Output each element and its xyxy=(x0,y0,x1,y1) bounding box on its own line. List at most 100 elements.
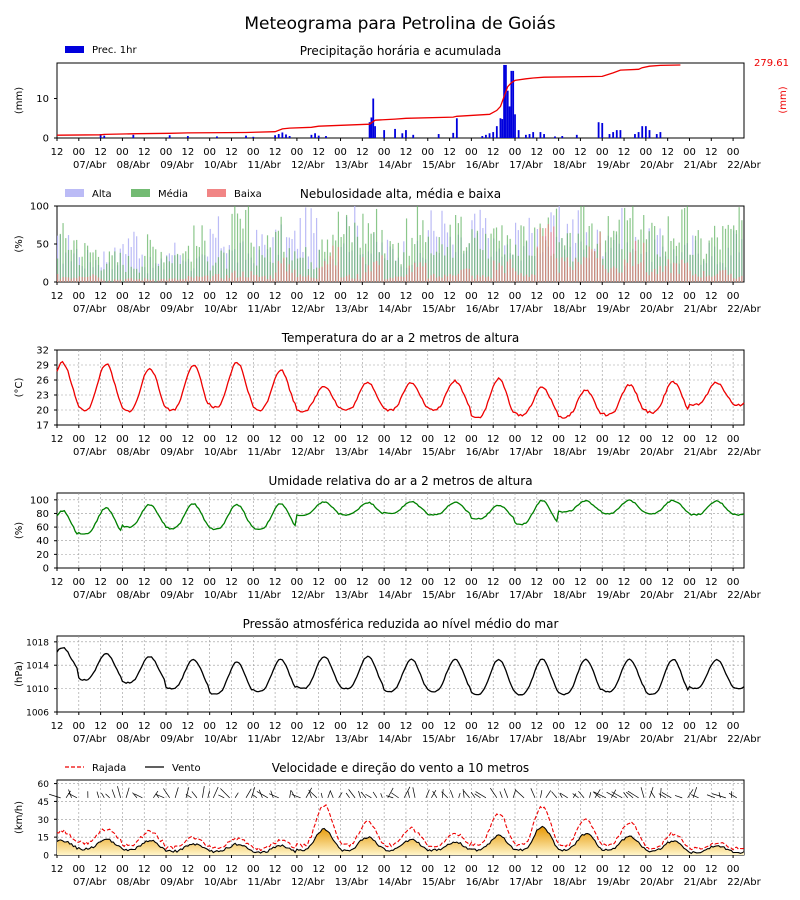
cloud-bar-baixa xyxy=(163,278,165,282)
cloud-bar-baixa xyxy=(65,277,67,282)
cloud-bar-media xyxy=(305,247,307,282)
wind-arrow xyxy=(245,788,252,799)
precip-bar-48 xyxy=(543,134,545,138)
cloud-bar-baixa xyxy=(280,263,282,282)
x-tick-label-4-31: 00 xyxy=(727,721,740,732)
x-tick-label-1-14: 12 xyxy=(356,291,369,302)
precip-bar-60 xyxy=(641,126,644,138)
wind-arrow xyxy=(330,790,334,798)
cloud-bar-media xyxy=(266,235,269,282)
cloud-bar-alta xyxy=(299,218,301,282)
cloud-bar-baixa xyxy=(435,277,438,282)
cloud-bar-alta xyxy=(256,229,258,282)
precip-bar-14 xyxy=(314,133,316,138)
cloud-bar-baixa xyxy=(130,278,132,282)
wind-fill-area xyxy=(57,826,744,855)
cloud-bar-baixa xyxy=(463,269,465,282)
cloud-bar-baixa xyxy=(583,256,585,282)
x-tick-label-3-8: 12 xyxy=(225,577,238,588)
cloud-bar-baixa xyxy=(645,272,648,282)
cloud-bar-baixa xyxy=(67,277,70,282)
precip-bar-51 xyxy=(575,134,578,138)
temperature-line xyxy=(56,360,745,419)
x-tick-label-1-25: 00 xyxy=(596,291,609,302)
x-tick-label-4-28: 12 xyxy=(661,721,674,732)
cloud-bar-media xyxy=(452,257,454,282)
x-tick-label-2-28: 12 xyxy=(661,434,674,445)
x-tick-label-1-2: 12 xyxy=(94,291,107,302)
x-tick-label-1-17: 00 xyxy=(421,291,434,302)
wind-arrow xyxy=(48,793,61,799)
wind-arrow xyxy=(380,793,383,798)
cloud-bar-baixa xyxy=(542,236,544,282)
x-date-label-3-10: 17/Abr xyxy=(509,590,543,601)
cloud-bar-baixa xyxy=(681,259,683,282)
x-date-label-2-12: 19/Abr xyxy=(596,447,630,458)
precip-bar-41 xyxy=(512,70,515,138)
cloud-bar-media xyxy=(356,236,359,282)
x-tick-label-2-27: 00 xyxy=(639,434,652,445)
x-tick-label-1-4: 12 xyxy=(138,291,151,302)
cloud-bar-media xyxy=(76,239,78,282)
x-tick-label-3-13: 00 xyxy=(334,577,347,588)
x-tick-label-4-5: 00 xyxy=(160,721,173,732)
cloud-bar-alta xyxy=(130,247,132,282)
x-date-label-5-8: 15/Abr xyxy=(422,877,456,888)
cloud-bar-baixa xyxy=(261,276,263,282)
wind-arrow xyxy=(117,786,121,798)
cloud-bar-media xyxy=(354,222,356,282)
cloud-bar-media xyxy=(449,224,451,282)
x-tick-label-4-19: 00 xyxy=(465,721,478,732)
cloud-bar-baixa xyxy=(411,272,413,282)
cloud-bar-media xyxy=(223,252,225,282)
wind-arrow xyxy=(125,787,130,798)
x-tick-label-2-0: 12 xyxy=(51,434,64,445)
x-tick-label-4-18: 12 xyxy=(443,721,456,732)
cloud-bar-alta xyxy=(528,217,530,282)
cloud-bar-media xyxy=(367,223,369,282)
cloud-bar-baixa xyxy=(362,257,364,282)
cloud-bar-media xyxy=(57,258,59,282)
cloud-bar-media xyxy=(384,253,386,282)
x-tick-label-2-25: 00 xyxy=(596,434,609,445)
x-tick-label-0-18: 12 xyxy=(443,147,456,158)
cloud-bar-media xyxy=(703,258,705,282)
x-date-label-1-11: 18/Abr xyxy=(553,304,587,315)
y-tick-label-5-0: 0 xyxy=(43,852,49,862)
cloud-bar-media xyxy=(176,253,179,282)
cloud-bar-baixa xyxy=(291,272,293,282)
wind-arrow xyxy=(450,790,454,798)
cloud-bar-media xyxy=(204,240,206,282)
cloud-bar-baixa xyxy=(354,278,356,282)
wind-arrow xyxy=(220,788,230,799)
cloud-bar-baixa xyxy=(168,278,170,282)
x-date-label-3-2: 09/Abr xyxy=(160,590,194,601)
x-tick-label-4-29: 00 xyxy=(683,721,696,732)
precip-bar-6 xyxy=(245,135,247,138)
cloud-bar-media xyxy=(321,239,323,282)
cloud-bar-media xyxy=(348,226,350,282)
cloud-bar-media xyxy=(119,252,121,282)
precip-bar-12 xyxy=(288,136,291,138)
x-tick-label-4-17: 00 xyxy=(421,721,434,732)
x-date-label-1-0: 07/Abr xyxy=(73,304,107,315)
x-tick-label-2-3: 00 xyxy=(116,434,129,445)
cloud-bar-media xyxy=(103,269,105,282)
y-tick-label-4-3: 1018 xyxy=(26,638,49,648)
cloud-bar-baixa xyxy=(662,271,664,282)
cloud-bar-media xyxy=(345,214,348,282)
wind-arrow xyxy=(589,792,592,798)
x-date-label-3-0: 07/Abr xyxy=(73,590,107,601)
legend-swatch-alta xyxy=(65,189,84,197)
wind-arrow xyxy=(572,793,579,799)
x-tick-label-0-5: 00 xyxy=(160,147,173,158)
cloud-bar-baixa xyxy=(302,276,304,282)
x-date-label-0-1: 08/Abr xyxy=(117,160,151,171)
cloud-bar-baixa xyxy=(547,224,549,282)
x-tick-label-3-10: 12 xyxy=(269,577,282,588)
precip-bar-10 xyxy=(281,132,284,138)
cloud-bar-alta xyxy=(209,228,211,282)
x-tick-label-3-17: 00 xyxy=(421,577,434,588)
wind-arrow xyxy=(268,793,279,799)
x-tick-label-5-8: 12 xyxy=(225,864,238,875)
